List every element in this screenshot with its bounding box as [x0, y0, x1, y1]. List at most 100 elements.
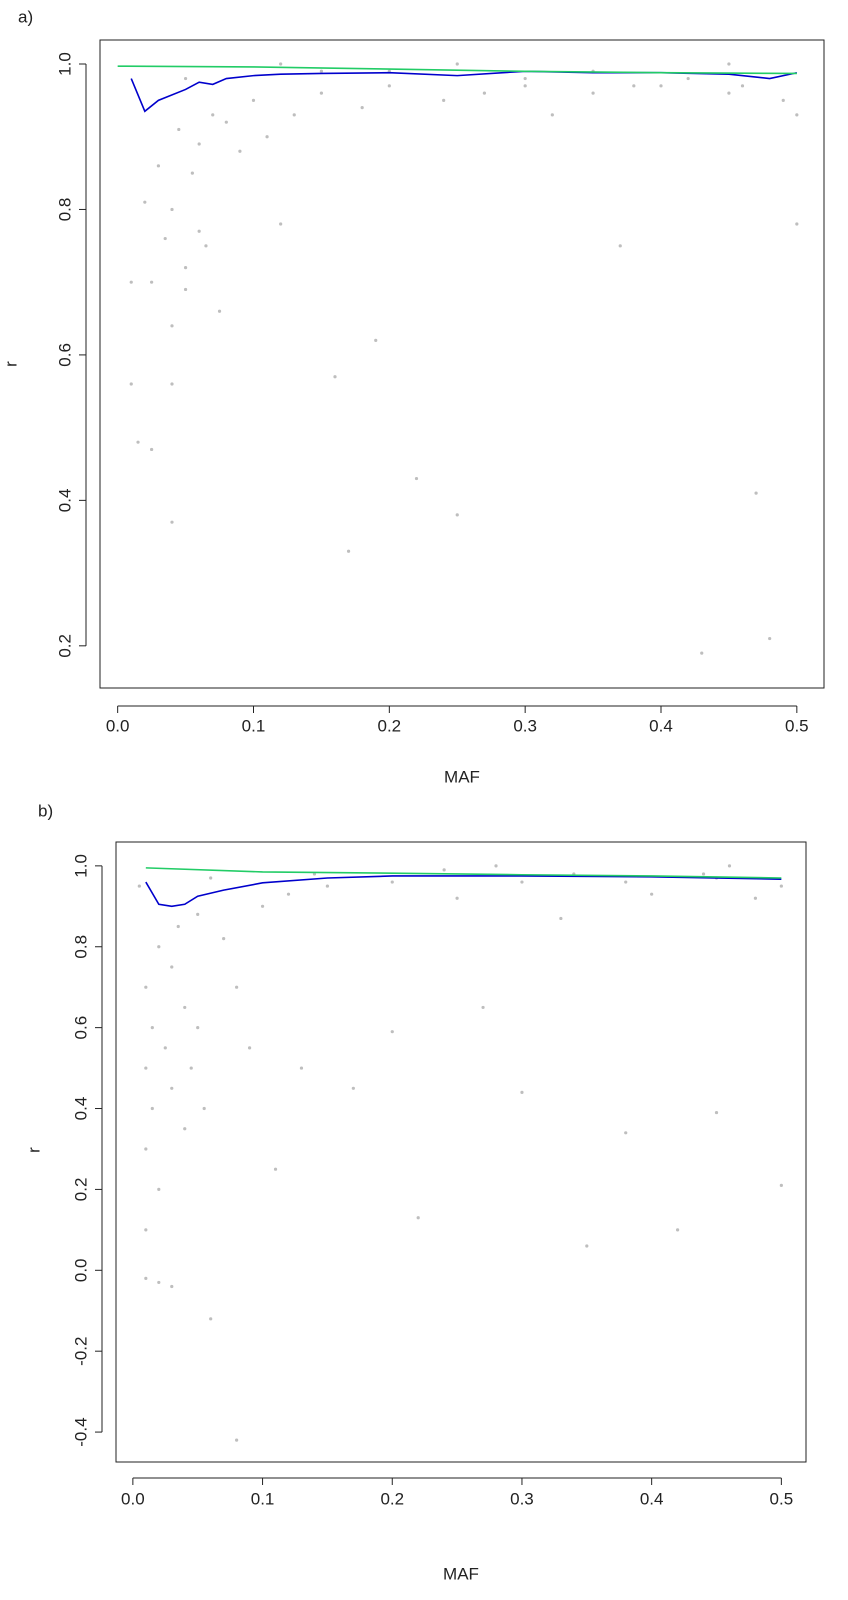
scatter-point — [455, 896, 459, 900]
plot-frame — [115, 841, 807, 1463]
scatter-point — [286, 892, 291, 896]
scatter-point — [190, 171, 194, 175]
scatter-point — [325, 884, 330, 888]
scatter-point — [414, 476, 419, 481]
scatter-point — [624, 1131, 628, 1135]
scatter-point — [170, 324, 174, 328]
scatter-point — [482, 91, 487, 95]
scatter-point — [753, 896, 758, 900]
scatter-point — [143, 200, 147, 204]
scatter-point — [795, 222, 799, 226]
scatter-point — [659, 84, 663, 88]
scatter-point — [157, 1187, 161, 1192]
scatter-point — [319, 69, 324, 73]
scatter-point — [170, 1284, 174, 1289]
y-axis-label: r — [24, 1147, 43, 1153]
y-tick-label: 0.8 — [55, 198, 74, 222]
scatter-point — [224, 120, 228, 124]
scatter-point — [260, 904, 265, 908]
scatter-point — [714, 1110, 719, 1115]
scatter-point — [150, 447, 154, 452]
scatter-point — [727, 62, 731, 66]
scatter-point — [189, 1066, 193, 1070]
scatter-point — [183, 1005, 187, 1010]
x-tick-label: 0.3 — [510, 1489, 534, 1508]
scatter-point — [351, 1086, 355, 1090]
scatter-point — [144, 1276, 148, 1280]
scatter-point — [686, 76, 690, 81]
scatter-point — [238, 149, 242, 153]
scatter-point — [727, 864, 732, 868]
panel-label: a) — [18, 7, 33, 26]
scatter-point — [157, 945, 161, 949]
scatter-point — [170, 207, 174, 212]
scatter-point — [170, 965, 174, 969]
scatter-point — [520, 1090, 524, 1094]
scatter-point — [265, 135, 269, 139]
scatter-point — [299, 1066, 304, 1070]
scatter-point — [196, 912, 200, 916]
scatter-point — [247, 1046, 252, 1050]
scatter-point — [137, 884, 141, 888]
y-tick-label: 0.4 — [71, 1097, 90, 1121]
scatter-point — [157, 1280, 161, 1285]
scatter-point — [177, 127, 181, 132]
scatter-point — [559, 916, 563, 921]
scatter-point — [150, 280, 154, 284]
scatter-point — [217, 309, 222, 313]
scatter-point — [442, 868, 446, 872]
scatter-point — [700, 651, 704, 655]
x-axis-label: MAF — [444, 767, 480, 786]
scatter-point — [176, 924, 180, 929]
x-tick-label: 0.5 — [770, 1489, 794, 1508]
scatter-point — [163, 236, 167, 241]
scatter-point — [156, 164, 161, 168]
scatter-point — [455, 62, 459, 66]
y-tick-label: 1.0 — [71, 854, 90, 878]
scatter-point — [144, 985, 148, 989]
scatter-point — [585, 1244, 589, 1248]
scatter-point — [523, 76, 527, 81]
scatter-point — [632, 84, 636, 88]
x-tick-label: 0.3 — [513, 716, 537, 735]
scatter-point — [150, 1106, 154, 1111]
y-tick-label: 0.2 — [55, 634, 74, 658]
y-tick-label: 0.8 — [71, 935, 90, 959]
scatter-point — [235, 985, 239, 989]
scatter-point — [675, 1228, 680, 1232]
scatter-point — [144, 1066, 148, 1070]
scatter-point — [650, 892, 654, 896]
scatter-point — [211, 113, 215, 117]
scatter-point — [333, 375, 337, 379]
trend-line — [145, 875, 782, 908]
scatter-point — [795, 113, 799, 117]
scatter-point — [204, 244, 208, 248]
x-tick-label: 0.1 — [242, 716, 266, 735]
scatter-point — [222, 937, 226, 941]
scatter-point — [442, 98, 446, 102]
scatter-point — [779, 1183, 783, 1187]
y-tick-label: 0.2 — [71, 1178, 90, 1202]
scatter-point — [387, 84, 391, 88]
scatter-point — [701, 872, 706, 876]
x-tick-label: 0.2 — [380, 1489, 404, 1508]
scatter-point — [251, 98, 256, 102]
scatter-point — [481, 1005, 485, 1010]
scatter-point — [183, 266, 188, 270]
scatter-point — [618, 244, 622, 248]
plot-frame — [99, 39, 825, 689]
x-tick-label: 0.2 — [378, 716, 402, 735]
scatter-point — [197, 142, 201, 146]
y-tick-label: -0.2 — [71, 1337, 90, 1366]
scatter-point — [346, 549, 351, 553]
scatter-point — [279, 222, 283, 226]
trend-line — [130, 70, 798, 113]
scatter-point — [183, 76, 188, 81]
y-tick-label: -0.4 — [71, 1417, 90, 1446]
scatter-point — [183, 1127, 187, 1131]
scatter-point — [779, 884, 783, 888]
scatter-point — [360, 106, 364, 110]
scatter-point — [170, 382, 174, 386]
